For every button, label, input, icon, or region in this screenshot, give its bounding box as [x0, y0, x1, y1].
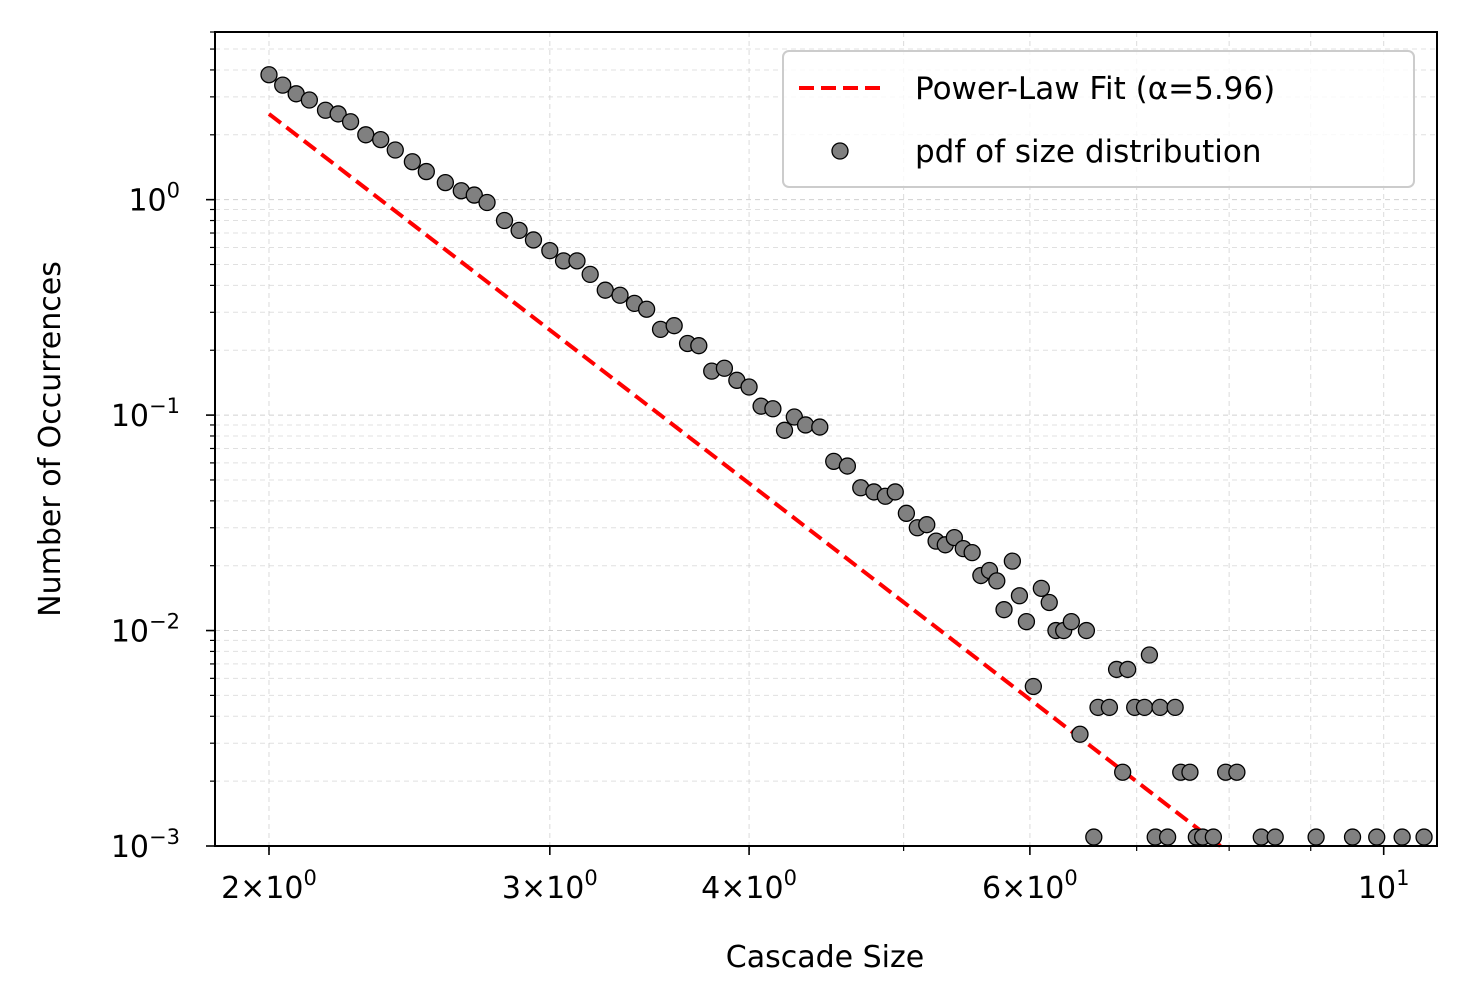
x-tick-label: 3×100	[502, 866, 598, 906]
scatter-point	[1151, 698, 1169, 717]
scatter-point	[963, 543, 981, 562]
x-tick-label: 6×100	[982, 866, 1078, 906]
x-tick-label: 4×100	[701, 866, 797, 906]
scatter-point	[637, 300, 656, 318]
scatter-point	[740, 378, 758, 396]
legend-scatter-label: pdf of size distribution	[915, 134, 1261, 170]
scatter-point	[1119, 660, 1137, 679]
y-tick-label: 100	[128, 179, 180, 219]
axis-ticks	[206, 31, 1385, 855]
scatter-point	[1114, 763, 1132, 781]
scatter-point	[1158, 828, 1177, 846]
scatter-point	[510, 221, 528, 240]
scatter-point	[341, 113, 360, 131]
scatter-point	[357, 126, 375, 144]
scatter-point	[886, 483, 904, 501]
x-tick-labels: 2×100 3×100 4×100 6×100 101	[221, 866, 1409, 906]
power-law-fit-line	[267, 112, 1222, 848]
scatter-point	[465, 186, 483, 204]
scatter-point	[300, 91, 319, 109]
scatter-point	[995, 601, 1013, 619]
scatter-point	[1100, 698, 1119, 717]
scatter-point	[568, 252, 586, 270]
scatter-point	[1228, 763, 1246, 781]
scatter-point	[811, 418, 829, 436]
scatter-point	[1024, 677, 1043, 696]
scatter-point	[524, 231, 543, 249]
y-axis-label: Number of Occurrences	[33, 261, 68, 617]
scatter-point	[329, 105, 347, 123]
scatter-point	[796, 416, 815, 434]
scatter-point	[436, 173, 455, 192]
scatter-point	[1181, 763, 1199, 781]
scatter-point	[1017, 612, 1036, 631]
scatter-point	[1368, 828, 1386, 846]
legend-scatter-swatch	[831, 142, 849, 160]
fit-line-layer	[267, 112, 1222, 848]
scatter-point	[495, 211, 514, 230]
scatter-point	[1003, 552, 1022, 570]
scatter-point	[417, 162, 435, 181]
scatter-point	[1204, 828, 1223, 846]
scatter-point	[581, 265, 599, 284]
x-axis-label: Cascade Size	[726, 940, 924, 975]
scatter-points	[260, 66, 1433, 846]
scatter-point	[775, 421, 794, 439]
scatter-point	[1166, 698, 1184, 717]
legend: Power-Law Fit (α=5.96) pdf of size distr…	[782, 50, 1415, 188]
scatter-point	[611, 286, 629, 304]
scatter-point	[386, 141, 404, 159]
scatter-point	[1071, 725, 1089, 743]
scatter-point	[541, 241, 559, 260]
scatter-point	[715, 359, 734, 377]
scatter-point	[1040, 593, 1058, 612]
plot-frame	[214, 31, 1438, 847]
scatter-point	[1343, 828, 1362, 846]
y-tick-label: 10−2	[111, 610, 180, 650]
scatter-point	[596, 281, 614, 299]
scatter-point	[690, 337, 708, 355]
scatter-point	[1062, 612, 1080, 631]
x-tick-label: 101	[1358, 866, 1410, 906]
scatter-point	[1135, 698, 1154, 717]
y-tick-label: 10−3	[111, 825, 180, 865]
scatter-point	[478, 193, 496, 212]
y-tick-labels: 100 10−1 10−2 10−3	[111, 179, 180, 865]
legend-box	[782, 50, 1415, 188]
scatter-point	[665, 317, 683, 335]
scatter-point	[897, 504, 916, 522]
scatter-point	[1415, 828, 1433, 846]
scatter-point	[274, 76, 292, 94]
y-tick-label: 10−1	[111, 394, 180, 434]
scatter-point	[1393, 828, 1411, 846]
scatter-point	[1266, 828, 1284, 846]
scatter-point	[1307, 828, 1325, 846]
scatter-point	[918, 516, 936, 534]
legend-fit-label: Power-Law Fit (α=5.96)	[915, 71, 1275, 107]
scatter-point	[988, 572, 1006, 590]
scatter-point	[1077, 621, 1096, 640]
scatter-point	[260, 66, 278, 84]
scatter-point	[372, 130, 390, 149]
scatter-point	[1085, 828, 1103, 846]
scatter-point	[1010, 587, 1029, 605]
scatter-point	[403, 153, 422, 171]
scatter-point	[838, 457, 857, 475]
scatter-point	[764, 400, 782, 418]
scatter-point	[1140, 646, 1159, 664]
x-tick-label: 2×100	[221, 866, 317, 906]
scatter-point	[1032, 579, 1050, 597]
